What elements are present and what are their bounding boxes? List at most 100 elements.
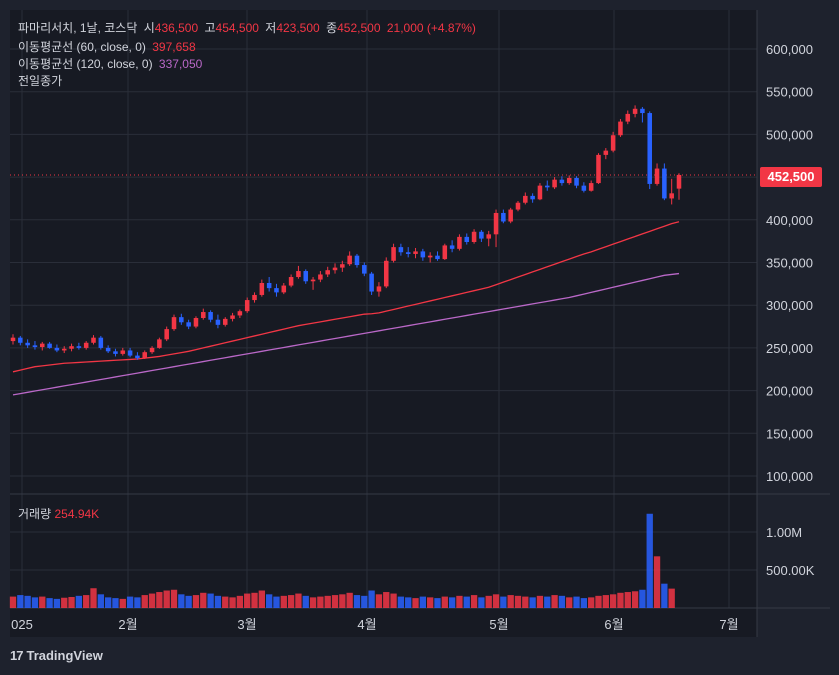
candle: [69, 343, 74, 352]
candle-body: [76, 346, 82, 348]
candle-body: [120, 350, 126, 354]
volume-bar: [514, 595, 522, 608]
volume-bar: [470, 595, 478, 608]
volume-bar: [185, 595, 192, 608]
volume-bar: [265, 594, 273, 608]
volume-bar: [119, 598, 126, 608]
volume-bar: [668, 588, 675, 608]
ma60-legend[interactable]: 이동평균선 (60, close, 0) 397,658: [18, 38, 199, 55]
candlesticks[interactable]: [10, 105, 682, 360]
volume-bar: [126, 596, 134, 608]
close-value: 452,500: [337, 21, 381, 35]
volume-bar: [134, 597, 141, 608]
volume-bar: [390, 593, 397, 608]
volume-bar: [375, 594, 383, 608]
candle-body: [676, 174, 682, 189]
candle: [244, 297, 250, 313]
time-tick-label: 5월: [489, 617, 508, 632]
candle-body: [32, 345, 38, 348]
candle: [420, 248, 426, 261]
volume-bar: [192, 595, 200, 608]
candle-body: [654, 168, 660, 184]
volume-bar: [280, 595, 287, 608]
candle: [479, 230, 484, 243]
candle: [376, 282, 382, 297]
candle-body: [274, 288, 279, 293]
candle-body: [266, 282, 272, 289]
candle-body: [632, 108, 638, 114]
volume-bar: [544, 596, 551, 608]
volume-legend[interactable]: 거래량 254.94K: [18, 505, 99, 522]
ma120-line[interactable]: [12, 272, 680, 396]
ma60-value: 397,658: [152, 40, 196, 54]
candle-body: [552, 179, 557, 188]
candle: [383, 257, 389, 289]
candle: [603, 148, 609, 160]
candle: [54, 344, 60, 353]
volume-bar: [353, 595, 361, 608]
candle: [332, 263, 338, 274]
volume-bar: [68, 596, 75, 608]
price-axis[interactable]: 100,000 150,000 200,000 250,000 300,000 350,0…: [766, 42, 813, 484]
candle-body: [318, 274, 323, 280]
candle-body: [457, 236, 462, 249]
ma120-legend[interactable]: 이동평균선 (120, close, 0) 337,050: [18, 55, 205, 72]
candle-body: [566, 177, 572, 184]
candle-body: [25, 342, 30, 346]
prev-close-legend[interactable]: 전일종가: [18, 72, 65, 89]
candle-body: [244, 300, 250, 312]
tradingview-brand[interactable]: 17 TradingView: [10, 648, 103, 663]
candle-body: [18, 337, 23, 343]
low-label: 저: [265, 21, 277, 35]
candle: [91, 335, 96, 345]
volume-bar: [61, 597, 68, 608]
prev-close-label: 전일종가: [18, 74, 63, 88]
candle-body: [222, 318, 228, 325]
candle: [149, 346, 155, 354]
price-tick-label: 600,000: [766, 42, 813, 57]
candle: [537, 183, 543, 201]
last-price-badge: 452,500: [760, 167, 822, 187]
candle-body: [340, 264, 345, 268]
candle: [559, 176, 565, 186]
price-tick-label: 150,000: [766, 426, 813, 441]
candle-body: [383, 260, 389, 287]
candle: [105, 345, 111, 354]
price-tick-label: 500,000: [766, 127, 813, 142]
volume-bar: [53, 598, 61, 608]
candle-body: [479, 231, 484, 239]
symbol-title[interactable]: 파마리서치, 1날, 코스닥: [18, 21, 138, 35]
volume-label: 거래량: [18, 507, 52, 521]
candle-body: [669, 193, 674, 199]
candle: [523, 192, 528, 205]
volume-bar: [646, 513, 653, 608]
candle-body: [230, 315, 235, 319]
candle: [83, 341, 89, 350]
candle-body: [603, 150, 609, 155]
volume-bar: [456, 595, 463, 608]
volume-bar: [361, 595, 368, 608]
price-tick-label: 300,000: [766, 298, 813, 313]
candle-body: [588, 183, 594, 191]
candle: [193, 316, 199, 329]
candle-body: [486, 234, 491, 239]
candle-body: [281, 285, 287, 293]
volume-bar: [104, 597, 112, 608]
candle: [61, 346, 67, 354]
candle-body: [369, 273, 374, 292]
candle-body: [310, 279, 316, 282]
candle-body: [179, 317, 184, 323]
volume-axis[interactable]: 500.00K 1.00M: [766, 525, 815, 578]
ma120-label: 이동평균선 (120, close, 0): [18, 57, 153, 71]
volume-bars: [9, 513, 675, 608]
volume-bar: [251, 592, 258, 608]
price-tick-label: 350,000: [766, 256, 813, 271]
candle: [391, 243, 396, 263]
time-axis[interactable]: 025 2월 3월 4월 5월 6월 7월: [11, 617, 738, 632]
candle-body: [98, 337, 104, 348]
ma60-line[interactable]: [12, 221, 680, 373]
volume-bar: [551, 595, 558, 608]
volume-bar: [463, 596, 470, 608]
candle: [581, 182, 587, 193]
